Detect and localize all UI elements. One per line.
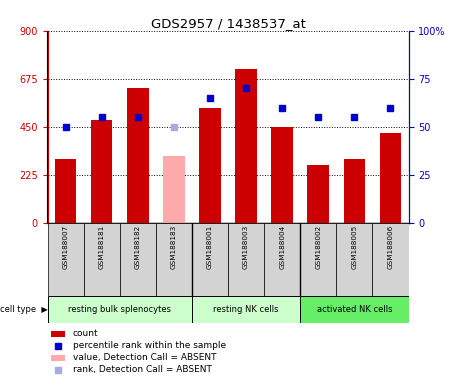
- Bar: [156, 223, 192, 296]
- Text: GSM188182: GSM188182: [135, 225, 141, 269]
- Bar: [120, 223, 156, 296]
- Bar: [300, 296, 408, 323]
- Bar: [380, 133, 401, 223]
- Bar: [228, 223, 264, 296]
- Text: GSM188002: GSM188002: [315, 225, 321, 269]
- Text: GSM188001: GSM188001: [207, 225, 213, 269]
- Bar: [163, 156, 185, 223]
- Bar: [51, 355, 65, 361]
- Text: value, Detection Call = ABSENT: value, Detection Call = ABSENT: [73, 353, 216, 362]
- Bar: [300, 223, 336, 296]
- Text: GSM188007: GSM188007: [63, 225, 68, 269]
- Bar: [271, 127, 293, 223]
- Bar: [235, 69, 257, 223]
- Bar: [91, 120, 113, 223]
- Bar: [343, 159, 365, 223]
- Text: percentile rank within the sample: percentile rank within the sample: [73, 341, 226, 350]
- Bar: [55, 159, 76, 223]
- Text: rank, Detection Call = ABSENT: rank, Detection Call = ABSENT: [73, 365, 212, 374]
- Bar: [307, 165, 329, 223]
- Bar: [48, 296, 192, 323]
- Text: GSM188006: GSM188006: [388, 225, 393, 269]
- Bar: [192, 296, 300, 323]
- Title: GDS2957 / 1438537_at: GDS2957 / 1438537_at: [151, 17, 305, 30]
- Text: GSM188181: GSM188181: [99, 225, 104, 269]
- Text: GSM188004: GSM188004: [279, 225, 285, 269]
- Text: resting bulk splenocytes: resting bulk splenocytes: [68, 305, 171, 314]
- Bar: [336, 223, 372, 296]
- Bar: [84, 223, 120, 296]
- Text: GSM188005: GSM188005: [352, 225, 357, 269]
- Bar: [51, 331, 65, 337]
- Text: cell type  ▶: cell type ▶: [0, 305, 48, 314]
- Bar: [372, 223, 408, 296]
- Bar: [127, 88, 149, 223]
- Bar: [192, 223, 228, 296]
- Bar: [48, 223, 84, 296]
- Text: resting NK cells: resting NK cells: [213, 305, 279, 314]
- Text: count: count: [73, 329, 98, 338]
- Bar: [264, 223, 300, 296]
- Text: activated NK cells: activated NK cells: [317, 305, 392, 314]
- Bar: [199, 108, 221, 223]
- Text: GSM188183: GSM188183: [171, 225, 177, 269]
- Text: GSM188003: GSM188003: [243, 225, 249, 269]
